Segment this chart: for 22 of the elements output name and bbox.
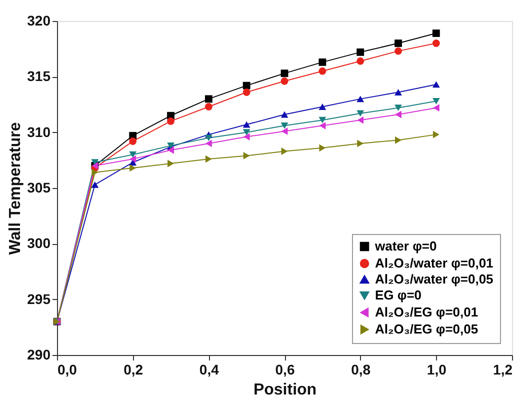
- y-tick-label: 310: [27, 124, 51, 140]
- x-tick-label: 0,0: [58, 362, 78, 378]
- x-tick-label: 1,2: [493, 362, 513, 378]
- legend-label: Al₂O₃/water φ=0,05: [375, 272, 494, 286]
- x-tick-label: 0,8: [351, 362, 371, 378]
- x-tick-label: 0,2: [124, 362, 144, 378]
- x-tick-label: 0,4: [199, 362, 220, 378]
- legend-label: Al₂O₃/EG φ=0,05: [375, 322, 478, 336]
- legend-label: Al₂O₃/water φ=0,01: [375, 256, 494, 270]
- y-tick-label: 300: [27, 235, 51, 252]
- y-tick-label: 290: [27, 346, 51, 362]
- x-axis-title: Position: [253, 382, 317, 398]
- y-tick-label: 320: [27, 12, 51, 28]
- y-tick-label: 305: [27, 180, 51, 196]
- legend-label: EG φ=0: [375, 288, 422, 302]
- legend-label: water φ=0: [374, 238, 437, 254]
- legend-label: Al₂O₃/EG φ=0,01: [375, 304, 478, 320]
- y-tick-label: 295: [27, 290, 51, 307]
- x-tick-label: 0,6: [275, 362, 295, 378]
- y-axis-title: Wall Temperature: [7, 122, 24, 255]
- y-tick-label: 315: [27, 68, 51, 84]
- x-tick-label: 1,0: [426, 362, 447, 378]
